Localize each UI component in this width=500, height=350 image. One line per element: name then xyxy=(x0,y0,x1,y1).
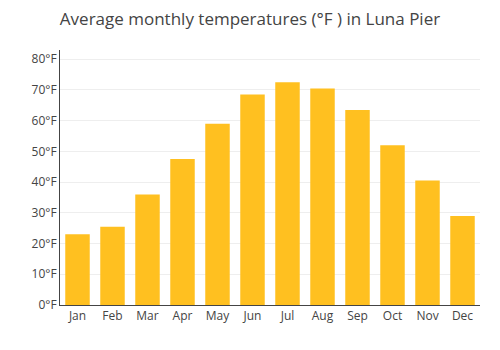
svg-text:Mar: Mar xyxy=(136,307,158,324)
svg-text:60°F: 60°F xyxy=(32,112,57,129)
svg-text:20°F: 20°F xyxy=(32,235,57,252)
svg-text:50°F: 50°F xyxy=(32,143,57,160)
svg-text:Average monthly temperatures (: Average monthly temperatures (°F ) in Lu… xyxy=(60,7,440,30)
svg-text:80°F: 80°F xyxy=(32,50,57,67)
svg-text:Nov: Nov xyxy=(416,307,438,324)
svg-text:Feb: Feb xyxy=(102,307,122,324)
svg-text:Oct: Oct xyxy=(383,307,402,324)
svg-text:Jun: Jun xyxy=(243,307,262,324)
svg-text:May: May xyxy=(206,307,230,324)
svg-text:Jul: Jul xyxy=(280,307,295,324)
svg-text:Apr: Apr xyxy=(173,307,193,324)
svg-text:Dec: Dec xyxy=(452,307,473,324)
svg-text:Sep: Sep xyxy=(347,307,368,324)
svg-text:Jan: Jan xyxy=(68,307,86,324)
svg-text:30°F: 30°F xyxy=(32,204,57,221)
svg-text:0°F: 0°F xyxy=(38,296,56,313)
svg-text:70°F: 70°F xyxy=(32,81,57,98)
svg-text:10°F: 10°F xyxy=(32,265,57,282)
svg-text:Aug: Aug xyxy=(312,307,334,324)
svg-text:40°F: 40°F xyxy=(32,173,57,190)
